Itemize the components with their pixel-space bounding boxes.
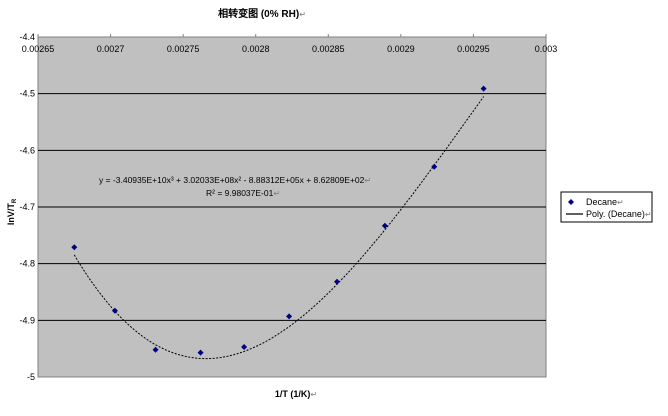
x-axis-label: 1/T (1/K)↵ [275, 389, 317, 399]
series-decane-points [71, 85, 487, 356]
chart-title: 相转变图 (0% RH)↵ [218, 7, 306, 20]
x-tick-label: 0.0029 [387, 44, 415, 54]
trendline-r-squared: R² = 9.98037E-01↵ [206, 188, 280, 198]
gridlines [38, 93, 546, 321]
x-tick-label: 0.00265 [22, 44, 55, 54]
trendline-equation: y = -3.40935E+10x³ + 3.02033E+08x² - 8.8… [99, 175, 371, 185]
trendline-poly-decane [73, 96, 485, 360]
data-point [152, 346, 159, 353]
data-point [381, 222, 388, 229]
y-tick-labels: -4.4 -4.5 -4.6 -4.7 -4.8 -4.9 -5 [19, 32, 35, 382]
data-point [333, 278, 340, 285]
x-tick-label: 0.00295 [457, 44, 490, 54]
x-tick-label: 0.003 [535, 44, 558, 54]
data-point [480, 85, 487, 92]
y-tick-label: -4.4 [19, 32, 35, 42]
legend: Decane↵ Poly. (Decane)↵ [560, 191, 653, 223]
y-axis-label: lnV/TR [6, 198, 18, 225]
y-tick-label: -5 [27, 372, 35, 382]
y-tick-label: -4.5 [19, 89, 35, 99]
y-tick-label: -4.7 [19, 202, 35, 212]
data-point [111, 307, 118, 314]
legend-box [560, 191, 653, 223]
paragraph-mark-icon: ↵ [299, 10, 306, 19]
data-point [431, 163, 438, 170]
legend-marker-decane [568, 199, 574, 205]
x-tick-label: 0.0028 [242, 44, 270, 54]
data-point [241, 343, 248, 350]
data-point [286, 313, 293, 320]
data-point [71, 244, 78, 251]
data-point [197, 349, 204, 356]
y-tick-label: -4.9 [19, 315, 35, 325]
x-tick-labels: 0.00265 0.0027 0.00275 0.0028 0.00285 0.0029 0… [22, 34, 558, 54]
y-tick-label: -4.6 [19, 145, 35, 155]
y-tick-label: -4.8 [19, 259, 35, 269]
legend-label-decane: Decane↵ [586, 197, 624, 207]
x-tick-label: 0.00275 [167, 44, 200, 54]
x-tick-label: 0.0027 [97, 44, 125, 54]
legend-label-trendline: Poly. (Decane)↵ [586, 209, 652, 219]
x-tick-label: 0.00285 [312, 44, 345, 54]
